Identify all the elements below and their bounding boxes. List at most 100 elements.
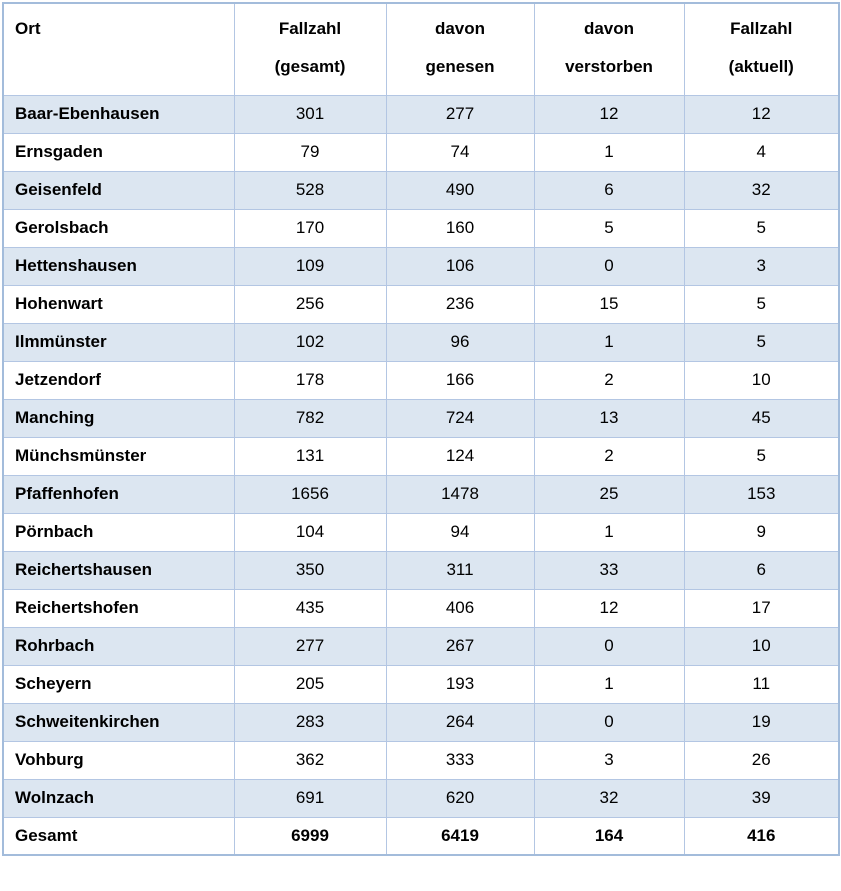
table-row: Rohrbach 277 267 0 10 [2, 626, 840, 666]
value-cell-gesamt: 691 [233, 778, 387, 818]
value-cell-genesen: 106 [385, 246, 535, 286]
value-cell-aktuell: 19 [683, 702, 840, 742]
value-cell-aktuell: 11 [683, 664, 840, 704]
value-cell-aktuell: 26 [683, 740, 840, 780]
value-cell-verstorben: 5 [533, 208, 685, 248]
header-fallzahl-aktuell-line1: Fallzahl [730, 19, 793, 38]
table-row: Scheyern 205 193 1 11 [2, 664, 840, 704]
value-cell-aktuell: 39 [683, 778, 840, 818]
ort-cell: Ernsgaden [2, 132, 235, 172]
total-row: Gesamt 6999 6419 164 416 [2, 816, 840, 856]
table-row: Ernsgaden 79 74 1 4 [2, 132, 840, 172]
value-cell-genesen: 124 [385, 436, 535, 476]
ort-cell: Ilmmünster [2, 322, 235, 362]
ort-cell: Baar-Ebenhausen [2, 94, 235, 134]
value-cell-genesen: 333 [385, 740, 535, 780]
value-cell-verstorben: 1 [533, 512, 685, 552]
value-cell-aktuell: 10 [683, 360, 840, 400]
value-cell-gesamt: 277 [233, 626, 387, 666]
header-davon-genesen-line2: genesen [425, 57, 495, 76]
total-label-cell: Gesamt [2, 816, 235, 856]
ort-cell: Reichertshofen [2, 588, 235, 628]
ort-cell: Pörnbach [2, 512, 235, 552]
value-cell-genesen: 193 [385, 664, 535, 704]
value-cell-gesamt: 104 [233, 512, 387, 552]
value-cell-genesen: 166 [385, 360, 535, 400]
value-cell-gesamt: 109 [233, 246, 387, 286]
value-cell-gesamt: 350 [233, 550, 387, 590]
value-cell-gesamt: 178 [233, 360, 387, 400]
value-cell-genesen: 6419 [385, 816, 535, 856]
table-row: Hohenwart 256 236 15 5 [2, 284, 840, 324]
value-cell-verstorben: 3 [533, 740, 685, 780]
header-fallzahl-gesamt-line2: (gesamt) [274, 57, 346, 76]
table-row: Schweitenkirchen 283 264 0 19 [2, 702, 840, 742]
header-row: Ort Fallzahl (gesamt) davon genesen davo… [2, 2, 840, 96]
table-header: Ort Fallzahl (gesamt) davon genesen davo… [2, 2, 840, 96]
value-cell-genesen: 94 [385, 512, 535, 552]
value-cell-aktuell: 153 [683, 474, 840, 514]
value-cell-genesen: 620 [385, 778, 535, 818]
value-cell-gesamt: 528 [233, 170, 387, 210]
value-cell-verstorben: 1 [533, 322, 685, 362]
table-row: Vohburg 362 333 3 26 [2, 740, 840, 780]
ort-cell: Vohburg [2, 740, 235, 780]
value-cell-genesen: 724 [385, 398, 535, 438]
value-cell-aktuell: 5 [683, 208, 840, 248]
value-cell-verstorben: 2 [533, 360, 685, 400]
value-cell-gesamt: 283 [233, 702, 387, 742]
value-cell-verstorben: 33 [533, 550, 685, 590]
value-cell-verstorben: 0 [533, 246, 685, 286]
value-cell-verstorben: 12 [533, 588, 685, 628]
table-row: Reichertshausen 350 311 33 6 [2, 550, 840, 590]
value-cell-gesamt: 102 [233, 322, 387, 362]
value-cell-genesen: 160 [385, 208, 535, 248]
table-row: Pfaffenhofen 1656 1478 25 153 [2, 474, 840, 514]
value-cell-genesen: 264 [385, 702, 535, 742]
value-cell-gesamt: 435 [233, 588, 387, 628]
table-row: Hettenshausen 109 106 0 3 [2, 246, 840, 286]
header-ort-line2: Ort [15, 19, 41, 38]
value-cell-gesamt: 301 [233, 94, 387, 134]
value-cell-aktuell: 3 [683, 246, 840, 286]
value-cell-verstorben: 0 [533, 702, 685, 742]
value-cell-verstorben: 13 [533, 398, 685, 438]
value-cell-genesen: 490 [385, 170, 535, 210]
value-cell-aktuell: 6 [683, 550, 840, 590]
ort-cell: Manching [2, 398, 235, 438]
header-davon-genesen: davon genesen [385, 2, 535, 96]
value-cell-genesen: 267 [385, 626, 535, 666]
value-cell-gesamt: 362 [233, 740, 387, 780]
value-cell-genesen: 1478 [385, 474, 535, 514]
value-cell-verstorben: 6 [533, 170, 685, 210]
value-cell-aktuell: 5 [683, 322, 840, 362]
value-cell-aktuell: 32 [683, 170, 840, 210]
value-cell-genesen: 74 [385, 132, 535, 172]
ort-cell: Gerolsbach [2, 208, 235, 248]
value-cell-aktuell: 45 [683, 398, 840, 438]
ort-cell: Rohrbach [2, 626, 235, 666]
value-cell-verstorben: 0 [533, 626, 685, 666]
header-davon-verstorben-line1: davon [583, 19, 635, 38]
ort-cell: Wolnzach [2, 778, 235, 818]
value-cell-verstorben: 1 [533, 132, 685, 172]
table-row: Baar-Ebenhausen 301 277 12 12 [2, 94, 840, 134]
header-fallzahl-aktuell-line2: (aktuell) [728, 57, 794, 76]
table-row: Münchsmünster 131 124 2 5 [2, 436, 840, 476]
table-row: Wolnzach 691 620 32 39 [2, 778, 840, 818]
header-davon-verstorben: davon verstorben [533, 2, 685, 96]
value-cell-genesen: 96 [385, 322, 535, 362]
header-davon-genesen-line1: davon [434, 19, 486, 38]
value-cell-gesamt: 205 [233, 664, 387, 704]
ort-cell: Münchsmünster [2, 436, 235, 476]
ort-cell: Hettenshausen [2, 246, 235, 286]
value-cell-gesamt: 256 [233, 284, 387, 324]
table-row: Ilmmünster 102 96 1 5 [2, 322, 840, 362]
value-cell-aktuell: 416 [683, 816, 840, 856]
value-cell-verstorben: 25 [533, 474, 685, 514]
ort-cell: Scheyern [2, 664, 235, 704]
value-cell-gesamt: 782 [233, 398, 387, 438]
header-fallzahl-aktuell: Fallzahl (aktuell) [683, 2, 840, 96]
header-ort: Ort [2, 2, 235, 96]
